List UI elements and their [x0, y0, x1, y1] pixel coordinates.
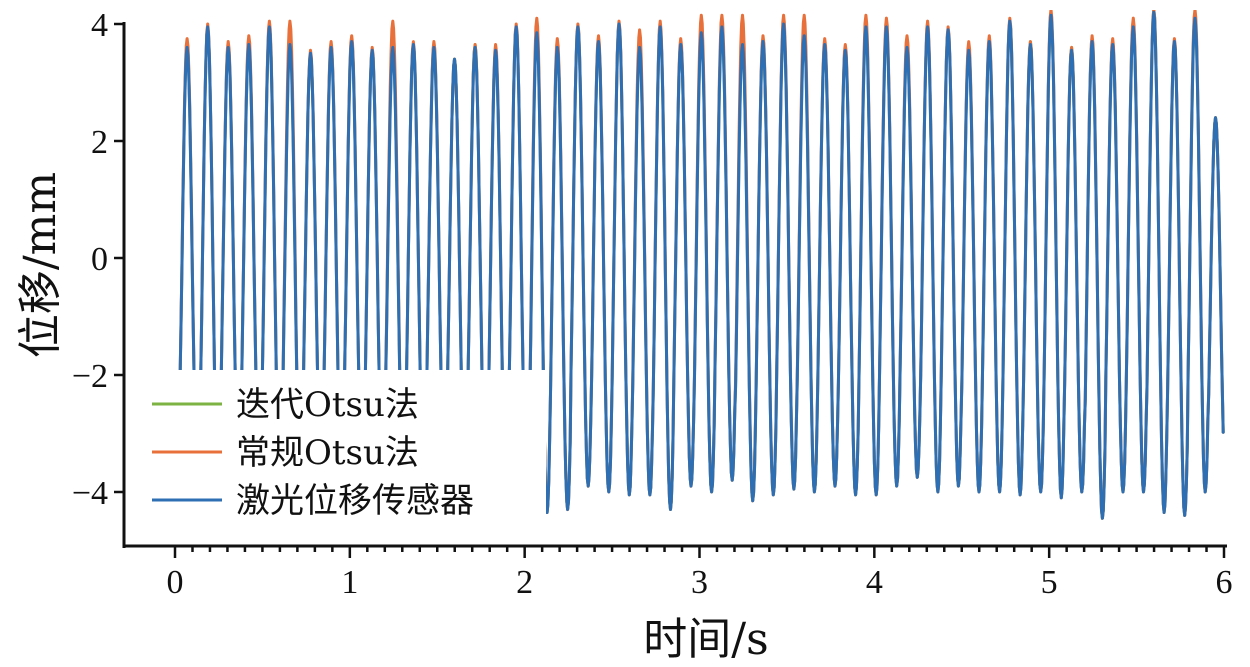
series-layer	[178, 10, 1225, 520]
x-tick-label: 3	[691, 564, 708, 601]
x-tick-label: 5	[1041, 564, 1058, 601]
legend-label: 激光位移传感器	[236, 481, 474, 521]
x-tick-label: 2	[516, 564, 533, 601]
legend-background	[126, 370, 546, 542]
y-axis-title: 位移/mm	[15, 172, 66, 358]
legend-label: 常规Otsu法	[236, 433, 419, 473]
ticks-layer: 0 1 2 3 4 5 6 −4 −2 0 2 4	[72, 7, 1233, 601]
x-tick-label: 6	[1216, 564, 1233, 601]
y-tick-label: 0	[91, 241, 108, 278]
legend-label: 迭代Otsu法	[236, 385, 419, 425]
x-tick-label: 0	[167, 564, 184, 601]
y-tick-label: 2	[91, 124, 108, 161]
series-line-2	[178, 10, 1225, 520]
y-tick-label: −2	[72, 358, 108, 395]
y-tick-label: 4	[91, 7, 108, 44]
x-axis-title: 时间/s	[643, 614, 768, 665]
x-tick-label: 1	[341, 564, 358, 601]
x-tick-label: 4	[866, 564, 883, 601]
y-tick-label: −4	[72, 475, 108, 512]
